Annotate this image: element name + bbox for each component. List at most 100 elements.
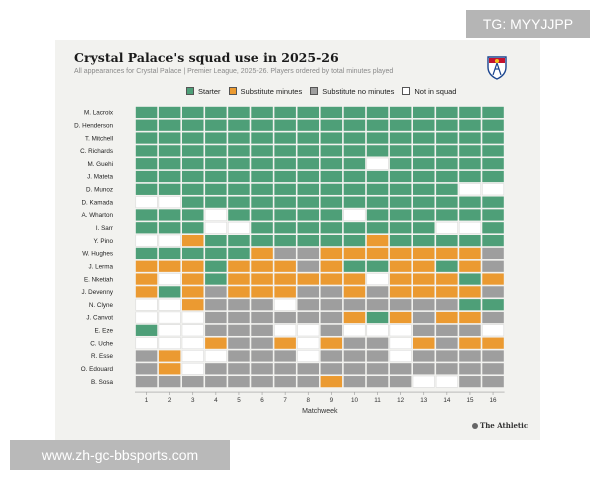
heatmap-cell <box>228 158 250 170</box>
heatmap-cell <box>436 247 458 260</box>
heatmap-cell <box>413 299 435 311</box>
player-label: W. Hughes <box>82 251 113 258</box>
heatmap-cell <box>181 350 204 362</box>
heatmap-cell <box>135 209 158 221</box>
heatmap-cell <box>366 337 389 349</box>
heatmap-cell <box>204 209 227 221</box>
heatmap-cell <box>435 221 458 234</box>
heatmap-cell <box>205 145 227 157</box>
heatmap-cell <box>297 145 319 157</box>
heatmap-cell <box>228 247 250 260</box>
heatmap-cell <box>389 247 412 260</box>
heatmap-cell <box>366 350 389 362</box>
x-axis-title: Matchweek <box>302 408 338 415</box>
heatmap-cell <box>482 363 504 375</box>
heatmap-cell <box>459 324 481 336</box>
heatmap-cell <box>389 260 412 272</box>
heatmap-cell <box>274 260 296 272</box>
heatmap-cell <box>274 106 296 119</box>
heatmap-cell <box>366 286 389 298</box>
heatmap-cell <box>251 363 273 375</box>
player-label: C. Richards <box>80 148 113 155</box>
heatmap-cell <box>482 311 504 324</box>
heatmap-cell <box>366 247 389 260</box>
heatmap-cell <box>413 106 435 119</box>
player-label: M. Lacroix <box>84 110 114 117</box>
heatmap-cell <box>343 222 366 234</box>
heatmap-cell <box>436 260 458 272</box>
heatmap-cell <box>297 273 319 285</box>
heatmap-cell <box>274 286 296 298</box>
heatmap-cell <box>135 324 158 336</box>
heatmap-cell <box>436 363 458 375</box>
heatmap-cell <box>366 132 389 144</box>
heatmap-cell <box>389 209 412 221</box>
heatmap-cell <box>436 132 458 144</box>
heatmap-cell <box>366 299 389 311</box>
heatmap-cell <box>228 324 250 336</box>
heatmap-cell <box>413 363 435 375</box>
heatmap-cell <box>158 145 181 157</box>
player-label: J. Devenny <box>82 289 114 296</box>
heatmap-cell <box>182 235 204 247</box>
heatmap-cell <box>251 158 273 170</box>
heatmap-cell <box>274 119 296 131</box>
heatmap-cell <box>413 260 435 272</box>
heatmap-cell <box>436 158 458 170</box>
heatmap-cell <box>182 260 204 272</box>
x-tick-label: 8 <box>306 397 310 404</box>
heatmap-cell <box>158 158 181 170</box>
heatmap-cell <box>297 158 319 170</box>
heatmap-cell <box>320 273 343 285</box>
heatmap-cell <box>135 145 158 157</box>
player-label: B. Sosa <box>91 379 114 386</box>
legend-item-substitute-minutes: Substitute minutes <box>228 86 303 96</box>
heatmap-cell <box>251 299 273 311</box>
heatmap-cell <box>297 299 319 311</box>
heatmap-cell <box>436 286 458 298</box>
heatmap-cell <box>320 119 343 131</box>
heatmap-cell <box>205 260 227 272</box>
heatmap-cell <box>182 170 204 183</box>
heatmap-cell <box>389 196 412 208</box>
heatmap-cell <box>251 106 273 119</box>
heatmap-cell <box>158 376 181 388</box>
heatmap-cell <box>482 235 504 247</box>
heatmap-cell <box>135 337 158 350</box>
legend-label-substitute-minutes: Substitute minutes <box>240 86 303 96</box>
heatmap-cell <box>366 311 389 324</box>
heatmap-cell <box>320 145 343 157</box>
heatmap-cell <box>205 324 227 336</box>
heatmap-cell <box>297 247 319 260</box>
chart-subtitle: All appearances for Crystal Palace | Pre… <box>74 68 394 75</box>
heatmap-cell <box>251 350 273 362</box>
player-label: J. Mateta <box>87 174 113 181</box>
heatmap-cell <box>413 273 435 285</box>
heatmap-cell <box>366 235 389 247</box>
heatmap-cell <box>320 235 343 247</box>
player-label: J. Canvot <box>86 315 113 322</box>
heatmap-cell <box>366 209 389 221</box>
heatmap-cell <box>182 376 204 388</box>
heatmap-cell <box>389 170 412 183</box>
x-tick-label: 12 <box>397 397 405 404</box>
heatmap-cell <box>343 119 366 131</box>
heatmap-cell <box>413 196 435 208</box>
heatmap-cell <box>297 337 320 350</box>
heatmap-cell <box>228 106 250 119</box>
heatmap-cell <box>320 170 343 183</box>
legend-swatch-starter <box>186 87 194 95</box>
heatmap-cell <box>205 119 227 131</box>
heatmap-cell <box>482 376 504 388</box>
heatmap-cell <box>205 376 227 388</box>
heatmap-cell <box>343 376 366 388</box>
player-label: D. Munoz <box>86 187 113 194</box>
heatmap-cell <box>297 106 319 119</box>
heatmap-cell <box>320 337 343 349</box>
heatmap-cell <box>297 350 320 362</box>
x-tick-label: 15 <box>466 397 474 404</box>
heatmap-cell <box>181 324 204 337</box>
heatmap-cell <box>135 119 158 131</box>
legend-item-not-in-squad: Not in squad <box>402 87 456 96</box>
heatmap-cell <box>459 196 481 208</box>
